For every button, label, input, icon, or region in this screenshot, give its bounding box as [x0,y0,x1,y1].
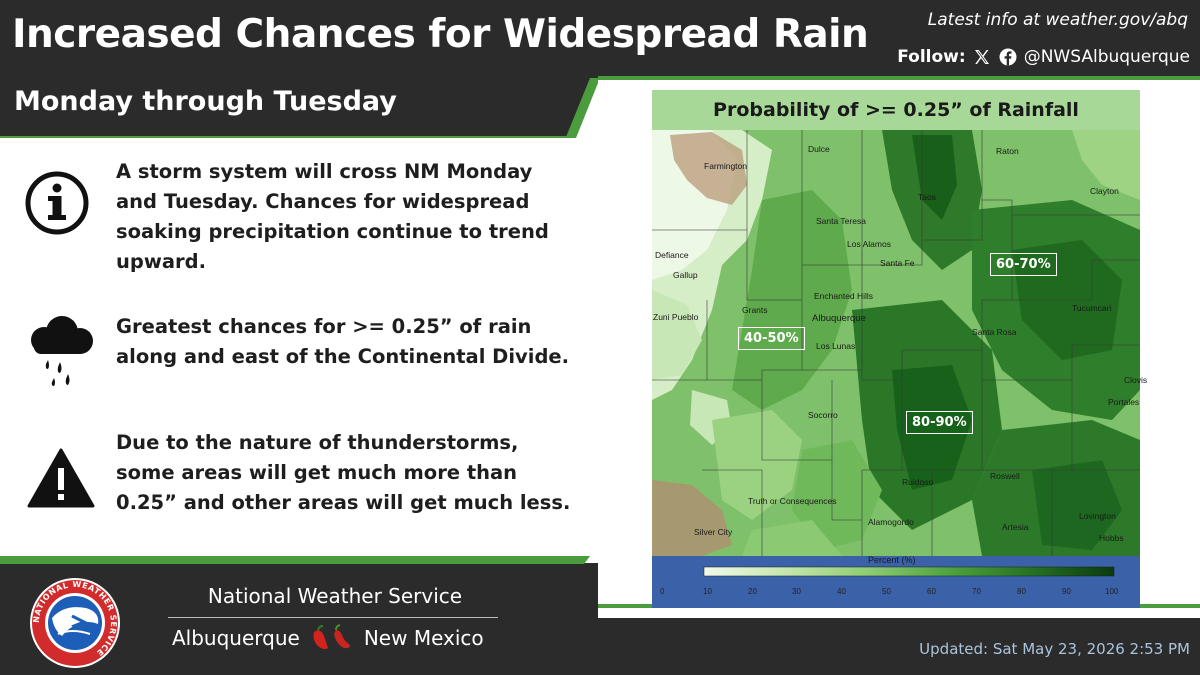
city-santa-teresa: Santa Teresa [816,216,866,226]
probability-label-central: 80-90% [906,411,973,434]
legend-tick: 30 [792,587,801,596]
follow-label: Follow: [897,47,966,67]
facebook-icon[interactable] [998,47,1018,67]
city-lovington: Lovington [1079,511,1116,521]
bullet-thunderstorms: Due to the nature of thunderstorms, some… [116,431,571,514]
city-hobbs: Hobbs [1099,533,1124,543]
subtitle: Monday through Tuesday [14,86,397,117]
city-santa-rosa: Santa Rosa [972,327,1017,337]
legend-tick: 50 [882,587,891,596]
legend-tick: 60 [927,587,936,596]
header-bar: Increased Chances for Widespread Rain La… [0,0,1200,80]
probability-label-northeast: 60-70% [990,253,1057,276]
bullet-storm-system: A storm system will cross NM Monday and … [116,160,549,273]
red-green-chile-icon [313,624,350,650]
legend-tick: 20 [748,587,757,596]
info-panel [0,78,598,563]
city-name: Albuquerque [172,626,300,650]
city-gallup: Gallup [673,270,698,280]
latest-info-link[interactable]: Latest info at weather.gov/abq [927,10,1188,30]
city-defiance: Defiance [655,250,689,260]
social-handle[interactable]: @NWSAlbuquerque [1023,47,1190,67]
city-ruidoso: Ruidoso [902,477,934,487]
city-raton: Raton [996,146,1019,156]
city-los-lunas: Los Lunas [816,341,856,351]
footer-divider [168,617,498,618]
probability-label-west: 40-50% [738,327,805,350]
map-accent-top [598,76,1200,80]
legend-tick: 80 [1017,587,1026,596]
legend-tick: 0 [660,587,665,596]
city-albuquerque: Albuquerque [812,313,866,324]
location-row: Albuquerque New Mexico [172,624,484,652]
legend-tick: 90 [1062,587,1071,596]
city-portales: Portales [1108,397,1140,407]
city-clovis: Clovis [1124,375,1148,385]
legend-tick: 40 [837,587,846,596]
city-enchanted-hills: Enchanted Hills [814,291,874,301]
city-artesia: Artesia [1002,522,1029,532]
city-silver-city: Silver City [694,527,733,537]
legend-title: Percent (%) [868,555,916,565]
city-dulce: Dulce [808,144,830,154]
city-socorro: Socorro [808,410,838,420]
info-icon [25,171,89,235]
city-roswell: Roswell [990,471,1020,481]
legend-tick: 70 [972,587,981,596]
city-los-alamos: Los Alamos [847,239,891,249]
city-tucumcari: Tucumcari [1072,303,1112,313]
city-clayton: Clayton [1090,186,1119,196]
state-name: New Mexico [363,626,484,650]
page-title: Increased Chances for Widespread Rain [12,12,869,57]
nws-logo: NATIONAL WEATHER SERVICE [30,578,120,668]
subtitle-bar [0,78,590,136]
city-alamogordo: Alamogordo [868,517,914,527]
city-grants: Grants [742,305,768,315]
legend-tick: 10 [703,587,712,596]
city-farmington: Farmington [704,161,747,171]
city-santa-fe: Santa Fe [880,258,915,268]
organization-name: National Weather Service [207,584,463,608]
x-icon[interactable] [972,47,992,67]
rain-cloud-icon [31,316,93,386]
updated-timestamp: Updated: Sat May 23, 2026 2:53 PM [919,640,1190,658]
bullet-greatest-chances: Greatest chances for >= 0.25” of rain al… [116,315,570,368]
follow-row: Follow: @NWSAlbuquerque [897,47,1190,67]
city-truth-or-consequences: Truth or Consequences [748,496,837,506]
rainfall-probability-map [652,90,1140,608]
footer-accent [0,556,590,564]
warning-icon [27,448,95,508]
city-zuni-pueblo: Zuni Pueblo [653,312,699,322]
city-taos: Taos [918,192,936,202]
map-title: Probability of >= 0.25” of Rainfall [713,99,1079,121]
legend-tick: 100 [1105,587,1119,596]
